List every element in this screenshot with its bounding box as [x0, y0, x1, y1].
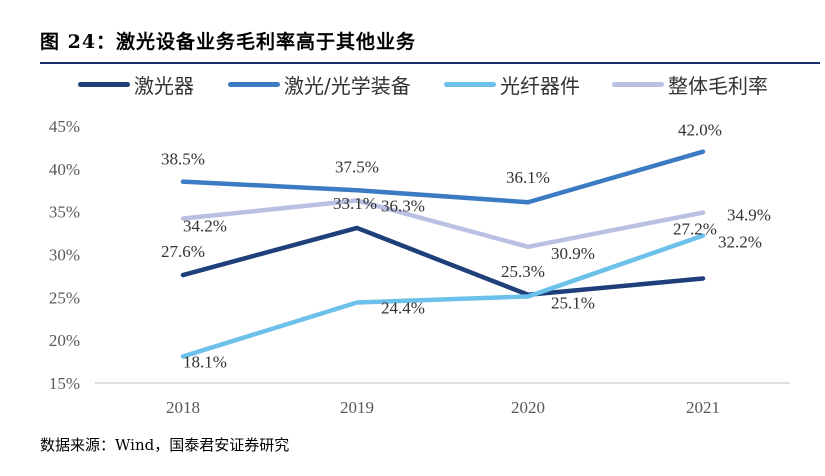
- y-tick-label: 20%: [49, 331, 80, 350]
- data-label: 32.2%: [718, 233, 762, 252]
- title-divider: [40, 62, 820, 64]
- legend-swatch: [444, 82, 496, 87]
- x-tick-label: 2018: [166, 398, 200, 417]
- data-label: 34.2%: [183, 217, 227, 236]
- legend-item-overall: 整体毛利率: [612, 70, 768, 99]
- data-label: 38.5%: [161, 150, 205, 169]
- data-label: 36.3%: [381, 197, 425, 216]
- x-tick-label: 2021: [686, 398, 720, 417]
- y-tick-label: 35%: [49, 203, 80, 222]
- legend-item-equipment: 激光/光学装备: [228, 70, 411, 99]
- line-chart: 15% 20% 25% 30% 35% 40% 45% 2018 2019 2020 2021 27.…: [49, 117, 790, 417]
- series-line-4: [180, 198, 706, 250]
- series-line-1: [180, 225, 706, 298]
- y-tick-label: 40%: [49, 160, 80, 179]
- y-tick-label: 30%: [49, 246, 80, 265]
- legend-label: 整体毛利率: [668, 74, 768, 98]
- data-label: 36.1%: [506, 168, 550, 187]
- y-tick-label: 15%: [49, 374, 80, 393]
- data-label: 27.2%: [673, 219, 717, 238]
- data-label: 18.1%: [183, 352, 227, 371]
- data-label: 30.9%: [551, 244, 595, 263]
- legend-item-laser: 激光器: [78, 70, 194, 99]
- legend-swatch: [78, 82, 130, 87]
- series-line-2: [180, 149, 706, 205]
- data-label: 33.1%: [333, 194, 377, 213]
- legend-item-fiber: 光纤器件: [444, 70, 580, 99]
- data-label: 27.6%: [161, 242, 205, 261]
- source-note: 数据来源：Wind，国泰君安证券研究: [40, 436, 290, 454]
- series-line-3: [180, 233, 706, 359]
- legend-label: 激光/光学装备: [284, 74, 411, 98]
- legend-label: 光纤器件: [500, 74, 580, 98]
- figure-title: 图 24：激光设备业务毛利率高于其他业务: [40, 31, 417, 53]
- data-label: 25.1%: [551, 293, 595, 312]
- y-tick-label: 25%: [49, 288, 80, 307]
- data-label: 25.3%: [501, 262, 545, 281]
- legend-label: 激光器: [134, 74, 194, 98]
- data-label: 37.5%: [335, 157, 379, 176]
- data-label: 34.9%: [727, 206, 771, 225]
- data-label: 42.0%: [678, 121, 722, 140]
- x-tick-label: 2019: [340, 398, 374, 417]
- legend-swatch: [612, 82, 664, 87]
- legend: 激光器 激光/光学装备 光纤器件 整体毛利率: [0, 70, 825, 100]
- x-tick-label: 2020: [511, 398, 545, 417]
- legend-swatch: [228, 82, 280, 87]
- y-tick-label: 45%: [49, 117, 80, 136]
- data-label: 24.4%: [381, 298, 425, 317]
